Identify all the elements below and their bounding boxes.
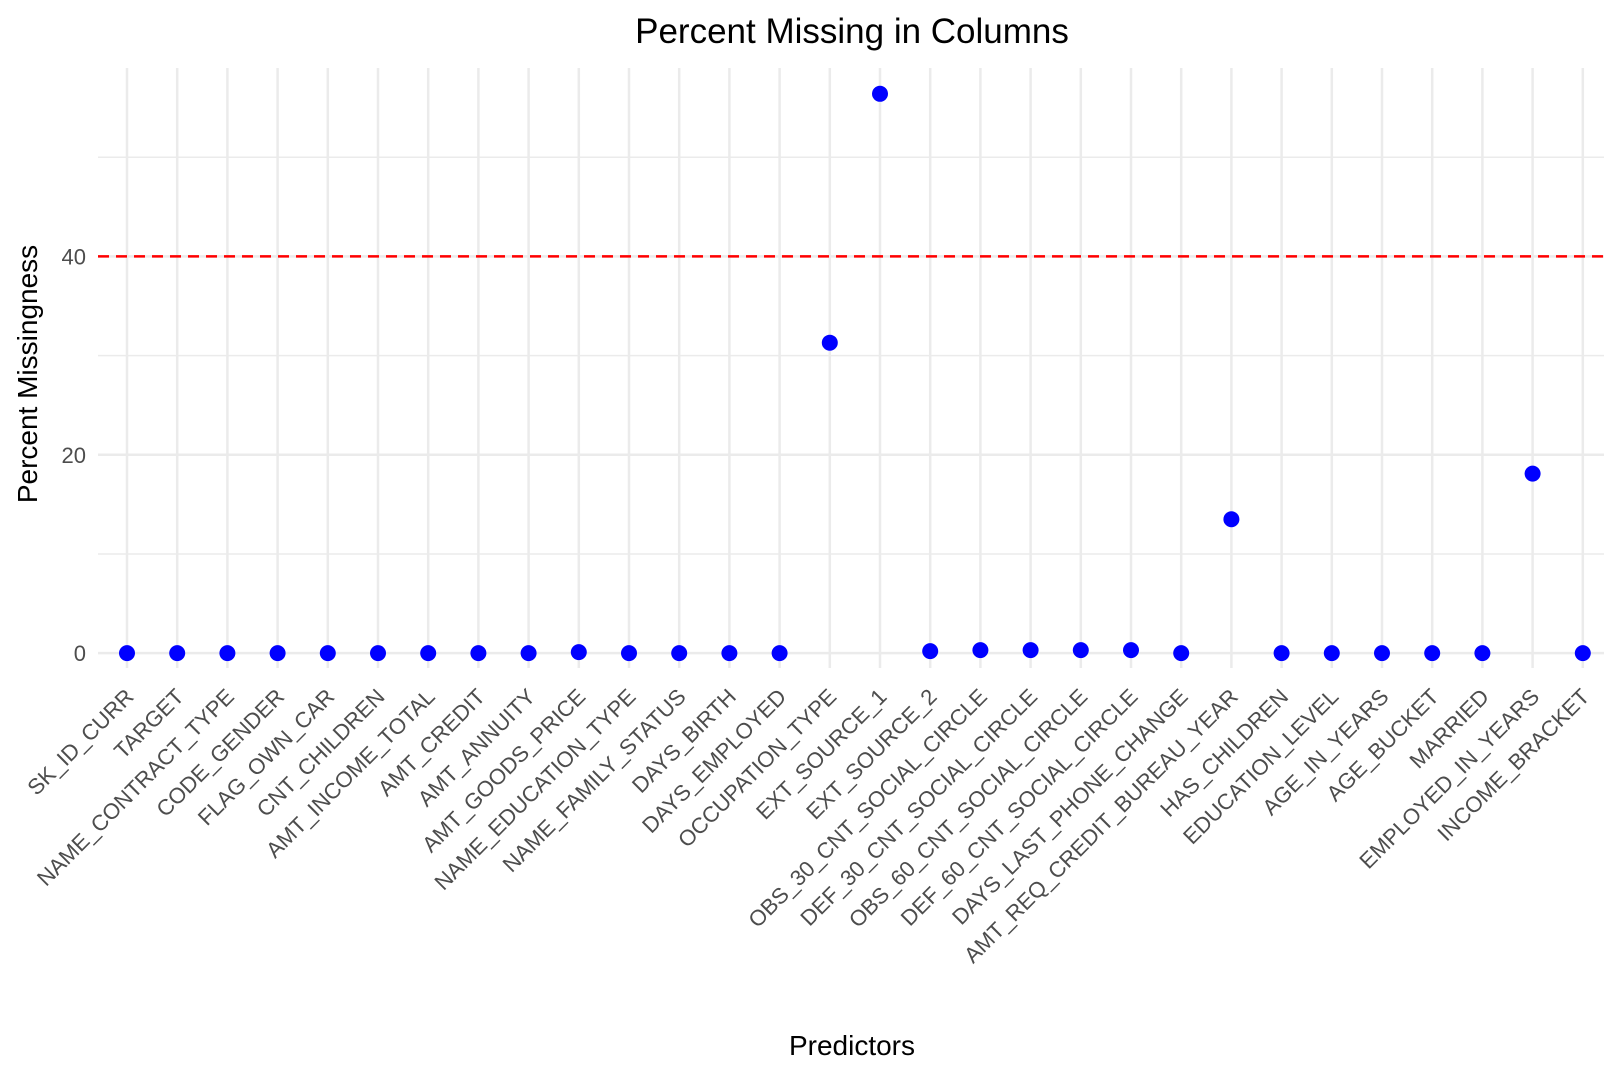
y-tick-label: 0 — [74, 641, 86, 666]
chart-title: Percent Missing in Columns — [635, 12, 1069, 51]
grid — [98, 68, 1604, 668]
data-point — [1022, 642, 1039, 659]
data-point — [1524, 465, 1541, 482]
data-point — [1374, 645, 1390, 662]
data-point — [621, 645, 637, 662]
data-point — [1072, 642, 1089, 659]
data-point — [169, 645, 186, 662]
data-point — [570, 644, 587, 661]
y-axis-ticks: 0 20 40 — [62, 244, 86, 666]
data-point — [420, 645, 437, 662]
data-point — [771, 645, 788, 662]
data-point — [470, 645, 487, 662]
data-point — [1173, 645, 1190, 662]
data-point — [1123, 642, 1139, 659]
x-axis-ticks: SK_ID_CURRTARGETNAME_CONTRACT_TYPECODE_G… — [22, 684, 1594, 968]
data-point — [219, 645, 236, 662]
y-tick-label: 40 — [62, 244, 86, 269]
y-tick-label: 20 — [62, 443, 86, 468]
x-tick-label: NAME_CONTRACT_TYPE — [32, 684, 239, 891]
data-point — [1223, 511, 1240, 528]
data-point — [1424, 645, 1441, 662]
data-point — [1273, 645, 1290, 662]
data-point — [520, 645, 537, 662]
data-point — [1574, 645, 1591, 662]
x-axis-title: Predictors — [789, 1030, 915, 1061]
data-points — [119, 85, 1591, 662]
data-point — [370, 645, 386, 662]
data-point — [1323, 645, 1340, 662]
data-point — [1474, 645, 1491, 662]
data-point — [721, 645, 738, 662]
data-point — [319, 645, 336, 662]
data-point — [922, 643, 939, 660]
data-point — [972, 642, 989, 659]
data-point — [671, 645, 688, 662]
data-point — [821, 334, 838, 351]
data-point — [269, 645, 286, 662]
data-point — [872, 85, 888, 102]
data-point — [119, 645, 135, 662]
y-axis-title: Percent Missingness — [12, 245, 43, 503]
